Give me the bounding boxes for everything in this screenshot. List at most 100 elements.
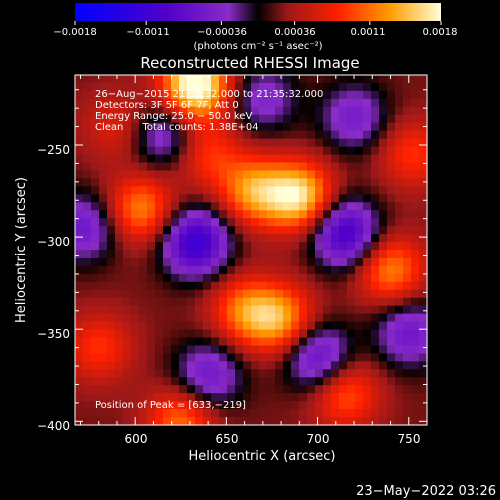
x-axis-label: Heliocentric X (arcsec) [189,449,336,464]
heatmap-cell [83,361,92,370]
heatmap-cell [171,114,180,124]
heatmap-cell [235,186,244,195]
heatmap-cell [347,417,356,426]
heatmap-cell [211,361,220,370]
heatmap-cell [235,345,244,354]
heatmap-cell [163,218,172,227]
heatmap-cell [339,170,348,179]
heatmap-cell [179,106,188,116]
heatmap-cell [139,178,148,187]
heatmap-cell [91,146,100,156]
heatmap-cell [387,186,396,195]
heatmap-cell [107,98,116,108]
heatmap-cell [323,273,332,283]
heatmap-cell [331,218,340,227]
heatmap-cell [363,353,372,362]
heatmap-cell [171,345,180,354]
heatmap-cell [411,337,420,347]
heatmap-cell [99,313,108,323]
heatmap-cell [211,146,220,156]
heatmap-cell [195,329,204,339]
heatmap-cell [107,409,116,418]
heatmap-cell [243,417,252,426]
heatmap-cell [283,138,292,148]
heatmap-cell [235,130,244,140]
heatmap-cell [363,417,372,426]
heatmap-cell [211,273,220,283]
heatmap-cell [163,210,172,219]
heatmap-cell [363,114,372,124]
heatmap-cell [395,210,404,219]
heatmap-cell [211,409,220,418]
heatmap-cell [339,154,348,164]
heatmap-cell [419,186,428,195]
heatmap-cell [235,154,244,164]
heatmap-cell [419,146,428,156]
heatmap-cell [235,138,244,148]
heatmap-cell [339,130,348,140]
heatmap-cell [99,130,108,140]
heatmap-cell [187,146,196,156]
heatmap-cell [195,130,204,140]
heatmap-cell [403,146,412,156]
heatmap-cell [147,313,156,323]
heatmap-cell [387,345,396,354]
heatmap-cell [115,138,124,148]
heatmap-cell [387,289,396,299]
heatmap-cell [107,234,116,243]
heatmap-cell [107,265,116,275]
heatmap-cell [275,194,284,203]
annotation-peak-position: Position of Peak = [633,−219] [95,400,246,411]
heatmap-cell [123,257,132,267]
heatmap-cell [203,337,212,347]
heatmap-cell [179,226,188,235]
heatmap-cell [195,417,204,426]
heatmap-cell [99,273,108,283]
heatmap-cell [355,218,364,227]
heatmap-cell [115,313,124,323]
heatmap-cell [75,353,84,362]
heatmap-cell [251,138,260,148]
heatmap-cell [267,234,276,243]
heatmap-cell [155,305,164,315]
heatmap-cell [131,281,140,291]
heatmap-cell [155,257,164,267]
heatmap-cell [99,170,108,179]
heatmap-cell [195,401,204,410]
heatmap-cell [203,75,212,84]
heatmap-cell [283,393,292,402]
heatmap-cell [355,361,364,370]
heatmap-cell [403,98,412,108]
heatmap-cell [99,202,108,211]
heatmap-cell [259,321,268,331]
heatmap-cell [355,130,364,140]
heatmap-cell [371,186,380,195]
heatmap-cell [75,393,84,402]
heatmap-cell [275,226,284,235]
heatmap-cell [219,114,228,124]
heatmap-cell [243,281,252,291]
heatmap-cell [291,186,300,195]
heatmap-cell [187,393,196,402]
heatmap-cell [323,321,332,331]
heatmap-cell [107,377,116,386]
heatmap-cell [395,202,404,211]
heatmap-cell [179,337,188,347]
heatmap-cell [195,297,204,307]
heatmap-cell [171,353,180,362]
heatmap-cell [219,273,228,283]
heatmap-cell [347,138,356,148]
heatmap-cell [371,377,380,386]
heatmap-cell [99,265,108,275]
heatmap-cell [355,305,364,315]
heatmap-cell [243,130,252,140]
heatmap-cell [131,114,140,124]
heatmap-cell [403,353,412,362]
heatmap-cell [219,170,228,179]
heatmap-cell [395,329,404,339]
heatmap-cell [83,234,92,243]
heatmap-cell [91,273,100,283]
heatmap-cell [115,146,124,156]
heatmap-cell [91,178,100,187]
heatmap-cell [411,194,420,203]
